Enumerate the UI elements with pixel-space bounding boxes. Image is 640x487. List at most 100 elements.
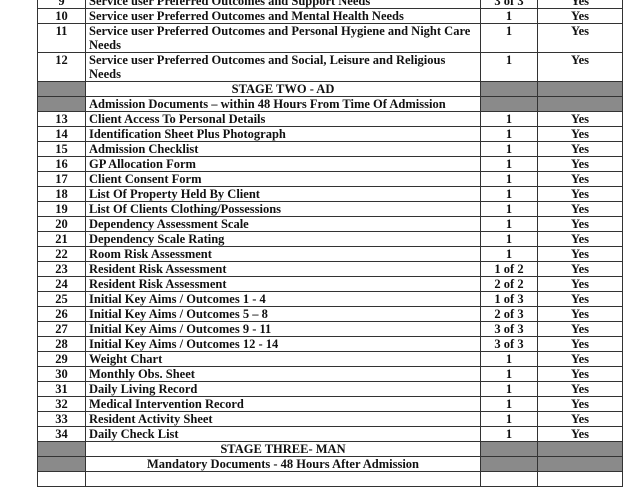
row-count: 3 of 3 bbox=[480, 321, 538, 337]
empty-cell bbox=[85, 471, 481, 487]
table-row: 19 List Of Clients Clothing/Possessions 1 Y… bbox=[37, 201, 623, 217]
row-item: Room Risk Assessment bbox=[85, 246, 481, 262]
row-item: Dependency Scale Rating bbox=[85, 231, 481, 247]
row-count: 1 bbox=[480, 141, 538, 157]
row-number: 24 bbox=[37, 276, 86, 292]
row-count: 1 of 3 bbox=[480, 291, 538, 307]
row-status: Yes bbox=[537, 141, 623, 157]
table-row: 13 Client Access To Personal Details 1 Yes bbox=[37, 111, 623, 127]
row-status: Yes bbox=[537, 0, 623, 9]
row-status: Yes bbox=[537, 8, 623, 24]
row-count: 1 bbox=[480, 411, 538, 427]
table-row: 11 Service user Preferred Outcomes and Pe… bbox=[37, 23, 623, 53]
row-status: Yes bbox=[537, 426, 623, 442]
row-item: List Of Property Held By Client bbox=[85, 186, 481, 202]
grey-cell bbox=[480, 441, 538, 457]
row-item: Monthly Obs. Sheet bbox=[85, 366, 481, 382]
row-item: Resident Risk Assessment bbox=[85, 261, 481, 277]
row-count: 1 bbox=[480, 23, 538, 53]
row-count: 1 bbox=[480, 201, 538, 217]
document-checklist-table: 9 Service user Preferred Outcomes and Sup… bbox=[37, 0, 623, 487]
row-item: Initial Key Aims / Outcomes 1 - 4 bbox=[85, 291, 481, 307]
empty-cell bbox=[37, 471, 86, 487]
row-item: Client Consent Form bbox=[85, 171, 481, 187]
row-number: 20 bbox=[37, 216, 86, 232]
row-number: 14 bbox=[37, 126, 86, 142]
table-row: 28 Initial Key Aims / Outcomes 12 - 14 3 o… bbox=[37, 336, 623, 352]
row-item: Daily Living Record bbox=[85, 381, 481, 397]
row-item: Initial Key Aims / Outcomes 5 – 8 bbox=[85, 306, 481, 322]
row-item: Daily Check List bbox=[85, 426, 481, 442]
row-item: Service user Preferred Outcomes and Soci… bbox=[85, 52, 481, 82]
row-number: 16 bbox=[37, 156, 86, 172]
table-row: 17 Client Consent Form 1 Yes bbox=[37, 171, 623, 187]
row-number: 25 bbox=[37, 291, 86, 307]
row-item: List Of Clients Clothing/Possessions bbox=[85, 201, 481, 217]
grey-cell bbox=[537, 81, 623, 97]
grey-cell bbox=[37, 441, 86, 457]
row-number: 32 bbox=[37, 396, 86, 412]
row-count: 1 bbox=[480, 52, 538, 82]
row-status: Yes bbox=[537, 411, 623, 427]
row-number: 34 bbox=[37, 426, 86, 442]
table-row: 27 Initial Key Aims / Outcomes 9 - 11 3 of… bbox=[37, 321, 623, 337]
row-status: Yes bbox=[537, 52, 623, 82]
row-count: 1 bbox=[480, 171, 538, 187]
stage-two-subtitle-row: Admission Documents – within 48 Hours Fr… bbox=[37, 96, 623, 112]
row-item: Weight Chart bbox=[85, 351, 481, 367]
table-row: 29 Weight Chart 1 Yes bbox=[37, 351, 623, 367]
row-status: Yes bbox=[537, 111, 623, 127]
row-number: 30 bbox=[37, 366, 86, 382]
row-number: 15 bbox=[37, 141, 86, 157]
row-number: 23 bbox=[37, 261, 86, 277]
row-count: 1 bbox=[480, 366, 538, 382]
stage-three-title: STAGE THREE- MAN bbox=[85, 441, 481, 457]
stage-two-title: STAGE TWO - AD bbox=[85, 81, 481, 97]
row-item: Initial Key Aims / Outcomes 9 - 11 bbox=[85, 321, 481, 337]
row-status: Yes bbox=[537, 336, 623, 352]
row-status: Yes bbox=[537, 216, 623, 232]
row-number: 27 bbox=[37, 321, 86, 337]
row-item: GP Allocation Form bbox=[85, 156, 481, 172]
row-number: 28 bbox=[37, 336, 86, 352]
row-item: Resident Risk Assessment bbox=[85, 276, 481, 292]
row-status: Yes bbox=[537, 381, 623, 397]
row-count: 1 bbox=[480, 381, 538, 397]
table-row: 9 Service user Preferred Outcomes and Sup… bbox=[37, 0, 623, 9]
row-count: 1 bbox=[480, 186, 538, 202]
row-item: Initial Key Aims / Outcomes 12 - 14 bbox=[85, 336, 481, 352]
row-status: Yes bbox=[537, 261, 623, 277]
table-row: 34 Daily Check List 1 Yes bbox=[37, 426, 623, 442]
table-row: 14 Identification Sheet Plus Photograph 1 Y… bbox=[37, 126, 623, 142]
stage-three-subtitle-row: Mandatory Documents - 48 Hours After Adm… bbox=[37, 456, 623, 472]
table-row: 16 GP Allocation Form 1 Yes bbox=[37, 156, 623, 172]
row-number: 17 bbox=[37, 171, 86, 187]
row-count: 2 of 3 bbox=[480, 306, 538, 322]
row-number: 29 bbox=[37, 351, 86, 367]
table-row: 20 Dependency Assessment Scale 1 Yes bbox=[37, 216, 623, 232]
row-item: Resident Activity Sheet bbox=[85, 411, 481, 427]
row-number: 31 bbox=[37, 381, 86, 397]
row-number: 33 bbox=[37, 411, 86, 427]
row-status: Yes bbox=[537, 156, 623, 172]
table-row: 23 Resident Risk Assessment 1 of 2 Yes bbox=[37, 261, 623, 277]
row-number: 9 bbox=[37, 0, 86, 9]
row-number: 26 bbox=[37, 306, 86, 322]
grey-cell bbox=[537, 96, 623, 112]
row-status: Yes bbox=[537, 23, 623, 53]
row-count: 1 bbox=[480, 351, 538, 367]
row-number: 12 bbox=[37, 52, 86, 82]
grey-cell bbox=[37, 81, 86, 97]
row-status: Yes bbox=[537, 126, 623, 142]
table-row: 30 Monthly Obs. Sheet 1 Yes bbox=[37, 366, 623, 382]
row-number: 19 bbox=[37, 201, 86, 217]
table-row: 18 List Of Property Held By Client 1 Yes bbox=[37, 186, 623, 202]
row-item: Admission Checklist bbox=[85, 141, 481, 157]
row-number: 22 bbox=[37, 246, 86, 262]
row-count: 1 bbox=[480, 111, 538, 127]
stage-three-header-row: STAGE THREE- MAN bbox=[37, 441, 623, 457]
empty-cell bbox=[537, 471, 623, 487]
table-row: 33 Resident Activity Sheet 1 Yes bbox=[37, 411, 623, 427]
row-number: 21 bbox=[37, 231, 86, 247]
table-row: 22 Room Risk Assessment 1 Yes bbox=[37, 246, 623, 262]
